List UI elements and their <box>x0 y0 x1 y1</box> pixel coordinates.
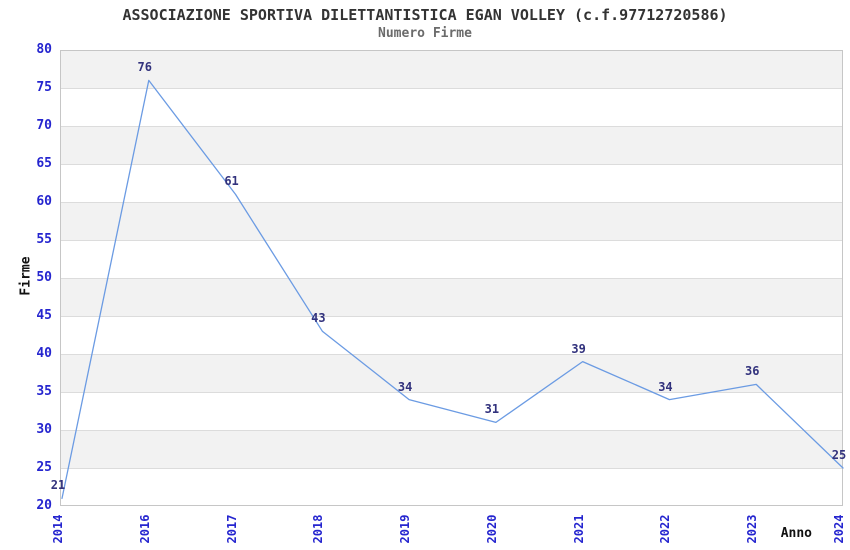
gridline <box>60 468 843 469</box>
chart-subtitle: Numero Firme <box>378 26 472 41</box>
gridline <box>60 202 843 203</box>
data-point-label: 25 <box>831 448 847 462</box>
plot-band <box>60 278 843 316</box>
gridline <box>60 392 843 393</box>
x-axis-title: Anno <box>780 526 812 541</box>
data-point-label: 76 <box>137 60 152 75</box>
gridline <box>60 164 843 165</box>
gridline <box>60 88 843 89</box>
y-tick-label: 70 <box>36 118 52 133</box>
y-tick-label: 25 <box>36 460 52 475</box>
x-tick-label: 2018 <box>311 514 326 544</box>
data-point-label: 39 <box>571 341 586 356</box>
y-tick-label: 60 <box>36 194 52 209</box>
x-tick-label: 2016 <box>137 514 152 544</box>
x-tick-label: 2021 <box>571 514 586 544</box>
x-tick-label: 2017 <box>224 514 239 544</box>
y-tick-label: 55 <box>36 232 52 247</box>
x-tick-label: 2014 <box>51 514 65 544</box>
gridline <box>60 126 843 127</box>
plot-band <box>60 88 843 126</box>
data-point-label: 21 <box>50 478 66 493</box>
data-point-label: 34 <box>658 379 673 394</box>
gridline <box>60 354 843 355</box>
plot-band <box>60 126 843 164</box>
plot-band <box>60 354 843 392</box>
y-tick-label: 75 <box>36 80 52 95</box>
x-tick-label: 2022 <box>658 514 673 544</box>
x-tick-label: 2020 <box>484 514 499 544</box>
y-tick-label: 65 <box>36 156 52 171</box>
data-point-label: 31 <box>484 402 500 417</box>
plot-band <box>60 468 843 506</box>
gridline <box>60 240 843 241</box>
gridline <box>60 316 843 317</box>
y-tick-label: 45 <box>36 308 52 323</box>
x-tick-label: 2023 <box>745 514 760 544</box>
plot-band <box>60 164 843 202</box>
data-point-label: 43 <box>311 311 326 326</box>
plot-band <box>60 50 843 88</box>
plot-band <box>60 430 843 468</box>
y-tick-label: 80 <box>36 42 52 57</box>
gridline <box>60 430 843 431</box>
plot-area <box>60 50 843 506</box>
y-tick-label: 50 <box>36 270 52 285</box>
plot-band <box>60 316 843 354</box>
data-point-label: 36 <box>744 364 760 379</box>
plot-band <box>60 392 843 430</box>
y-tick-label: 40 <box>36 346 52 361</box>
plot-band <box>60 240 843 278</box>
x-tick-label: 2019 <box>398 514 413 544</box>
chart-title: ASSOCIAZIONE SPORTIVA DILETTANTISTICA EG… <box>122 6 728 24</box>
y-tick-label: 20 <box>36 498 52 513</box>
data-point-label: 61 <box>224 174 239 189</box>
y-tick-label: 35 <box>36 384 52 399</box>
plot-band <box>60 202 843 240</box>
x-tick-label: 2024 <box>832 514 846 544</box>
gridline <box>60 278 843 279</box>
data-point-label: 34 <box>397 379 413 394</box>
y-tick-label: 30 <box>36 422 52 437</box>
